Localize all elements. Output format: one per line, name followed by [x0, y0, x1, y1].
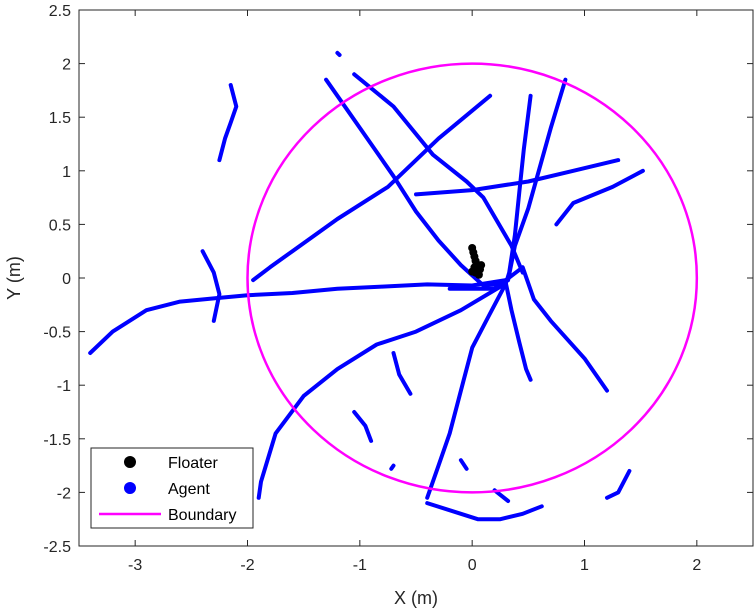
agent-trajectory-14	[391, 351, 413, 396]
agent-trajectory-9	[503, 281, 533, 382]
agent-trajectory-7	[554, 168, 645, 227]
agent-trajectory-6	[414, 158, 621, 197]
agent-trajectory-16	[425, 501, 544, 522]
y-tick-label-1: -2	[57, 485, 71, 502]
axes: -3 -2 -1 0 1 2 -2.5 -2 -1.5 -1 -0.5 0 0.5 1 1.5 2 2.5	[43, 3, 754, 574]
legend-swatch-0	[124, 456, 136, 468]
y-tick-label-0: -2.5	[43, 539, 71, 556]
agent-trajectory-12	[200, 249, 222, 323]
plot-area	[88, 50, 699, 522]
agent-trajectory-19	[458, 458, 469, 471]
legend-label-1: Agent	[168, 481, 210, 498]
x-tick-label-0: -3	[128, 557, 142, 574]
y-tick-label-10: 2.5	[49, 3, 71, 20]
y-tick-label-7: 1	[62, 164, 71, 181]
agent-trajectory-21	[389, 463, 396, 471]
y-tick-label-4: -0.5	[43, 325, 71, 342]
agent-trajectory-1	[324, 77, 508, 288]
agent-trajectory-13	[217, 83, 239, 163]
agent-trajectory-10	[425, 281, 508, 500]
floater-point-10	[477, 261, 486, 270]
x-axis-label: X (m)	[394, 588, 438, 608]
x-tick-label-4: 1	[580, 557, 589, 574]
agent-trajectory-0	[88, 278, 508, 355]
legend-label-0: Floater	[168, 455, 218, 472]
legend-box	[90, 447, 254, 529]
x-tick-label-1: -2	[240, 557, 254, 574]
y-tick-label-9: 2	[62, 57, 71, 74]
agent-trajectory-3	[251, 93, 493, 283]
legend-label-2: Boundary	[168, 507, 237, 524]
agent-trajectory-4	[503, 93, 533, 286]
y-tick-label-6: 0.5	[49, 217, 71, 234]
agent-trajectory-5	[506, 77, 568, 283]
floater-point-8	[474, 270, 483, 279]
y-tick-label-8: 1.5	[49, 110, 71, 127]
legend-swatch-1	[124, 482, 136, 494]
legend: Floater Agent Boundary	[90, 447, 254, 529]
x-tick-label-5: 2	[692, 557, 701, 574]
agent-trajectory-17	[605, 469, 632, 500]
boundary-circle	[246, 62, 699, 494]
y-tick-label-5: 0	[62, 271, 71, 288]
floater-point-11	[468, 267, 477, 276]
y-tick-label-2: -1.5	[43, 432, 71, 449]
x-tick-label-2: -1	[353, 557, 367, 574]
x-tick-label-3: 0	[468, 557, 477, 574]
agent-trajectory-20	[335, 50, 342, 57]
agent-trajectory-11	[256, 281, 508, 500]
plot-content	[88, 50, 699, 522]
y-tick-label-3: -1	[57, 378, 71, 395]
agent-trajectory-15	[352, 410, 374, 443]
y-axis-label: Y (m)	[4, 256, 24, 300]
